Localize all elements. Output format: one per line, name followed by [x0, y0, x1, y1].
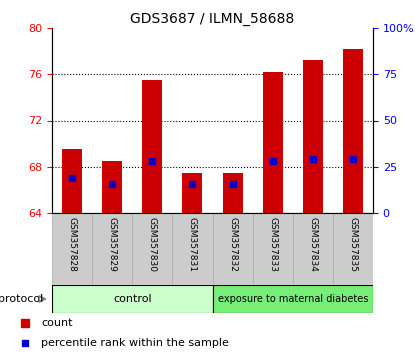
Text: exposure to maternal diabetes: exposure to maternal diabetes [217, 294, 368, 304]
Bar [132, 213, 172, 285]
Text: GSM357831: GSM357831 [188, 217, 197, 272]
Bar [172, 213, 212, 285]
Text: GSM357834: GSM357834 [308, 217, 317, 272]
Text: GSM357832: GSM357832 [228, 217, 237, 272]
Bar [333, 213, 373, 285]
Bar [52, 213, 92, 285]
Bar [62, 149, 82, 213]
Bar [343, 49, 363, 213]
Text: GSM357829: GSM357829 [107, 217, 117, 272]
Bar [222, 172, 243, 213]
Text: count: count [42, 318, 73, 327]
Bar [293, 213, 333, 285]
Bar [52, 285, 212, 313]
Text: protocol: protocol [0, 294, 44, 304]
Text: control: control [113, 294, 151, 304]
Bar [263, 72, 283, 213]
Bar [183, 172, 203, 213]
Bar [253, 213, 293, 285]
Bar [102, 161, 122, 213]
Bar [142, 80, 162, 213]
Bar [212, 285, 373, 313]
Text: GSM357833: GSM357833 [268, 217, 277, 272]
Bar [212, 213, 253, 285]
Bar [92, 213, 132, 285]
Text: GSM357828: GSM357828 [68, 217, 76, 272]
Text: percentile rank within the sample: percentile rank within the sample [42, 338, 229, 348]
Text: GSM357835: GSM357835 [349, 217, 357, 272]
Bar [303, 61, 323, 213]
Title: GDS3687 / ILMN_58688: GDS3687 / ILMN_58688 [130, 12, 295, 25]
Text: GSM357830: GSM357830 [148, 217, 157, 272]
